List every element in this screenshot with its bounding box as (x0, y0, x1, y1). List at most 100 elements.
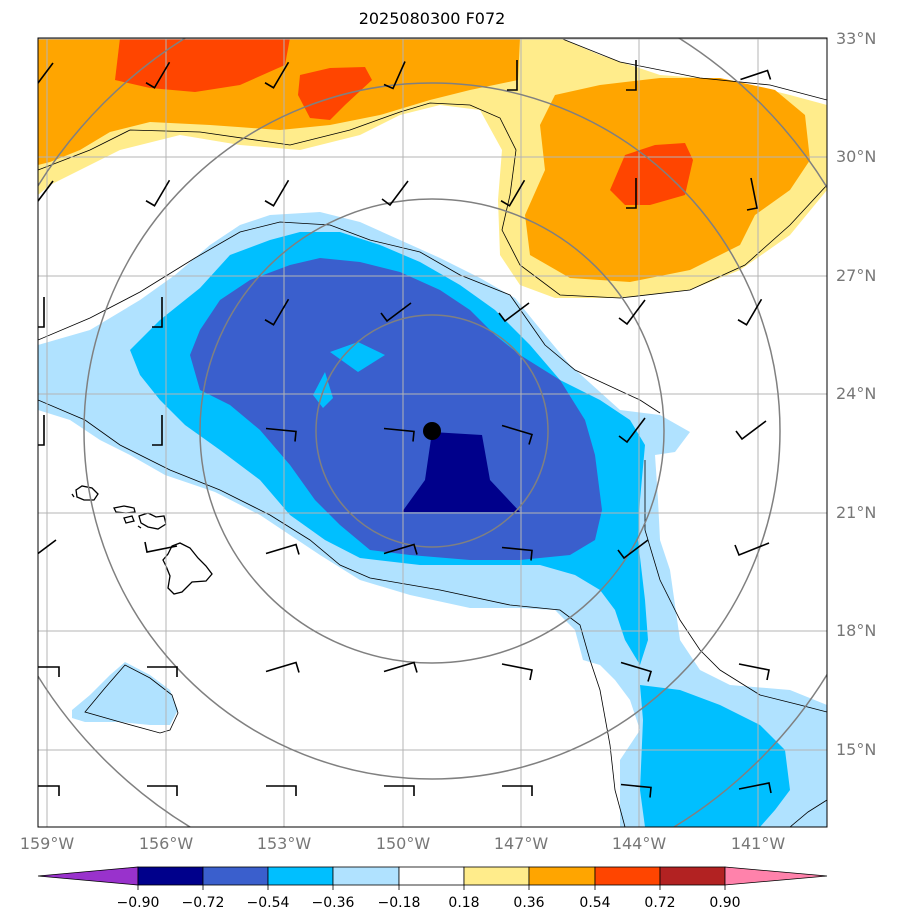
range-ring-2 (199, 198, 665, 664)
lon-label-159w: 159°W (19, 834, 75, 853)
colorbar-bin-3 (267, 866, 334, 886)
wind-barb (380, 302, 412, 323)
lat-label-15n: 15°N (836, 740, 877, 759)
wind-barb (501, 546, 533, 561)
wind-barb (626, 178, 637, 209)
island-niihau (71, 493, 75, 498)
wind-barb (145, 61, 171, 89)
island-hawaii (162, 542, 213, 595)
wind-barb (144, 541, 178, 553)
wind-barb (383, 543, 418, 555)
island-oahu (113, 505, 136, 514)
wind-barbs (38, 60, 772, 798)
colorbar-extend-high (724, 866, 828, 886)
contour-south-east (644, 460, 827, 713)
wind-barb (152, 415, 163, 446)
wind-barb (501, 424, 533, 445)
wind-barb (502, 785, 533, 796)
wind-barb (500, 179, 526, 207)
colorbar-bin-8 (594, 866, 661, 886)
contour-north (38, 102, 827, 299)
map-canvas (38, 38, 827, 827)
colorbar-bin-7 (528, 866, 596, 886)
contour-southwest-patch (84, 664, 179, 734)
wind-barb (383, 61, 406, 90)
wind-barb (265, 661, 300, 673)
wind-barb (740, 69, 772, 81)
colorbar-bin-5 (398, 866, 465, 886)
wind-barb (264, 179, 290, 207)
shade-neg0.90-neg0.72 (402, 432, 520, 512)
contour-southeast-corner (789, 799, 827, 827)
royalblue-region (190, 258, 602, 560)
colorbar-label-10: 0.90 (709, 895, 741, 911)
wind-barb (264, 298, 290, 326)
wind-barb (507, 60, 518, 91)
colorbar-bin-6 (463, 866, 530, 886)
lat-label-21n: 21°N (836, 503, 877, 522)
wind-barb (147, 785, 178, 796)
contour-inner (38, 221, 661, 414)
colorbar-label-2: −0.72 (181, 895, 225, 911)
lon-label-156w: 156°W (138, 834, 194, 853)
lat-label-24n: 24°N (836, 384, 877, 403)
wind-barb (618, 299, 646, 326)
wind-barb (38, 297, 45, 328)
red-region-northwest-2 (298, 67, 372, 120)
lat-label-18n: 18°N (836, 621, 877, 640)
wind-barb (38, 539, 57, 555)
wind-barb (738, 663, 770, 681)
colorbar-extend-low (37, 866, 139, 886)
lat-label-27n: 27°N (836, 266, 877, 285)
wind-barb (501, 663, 533, 681)
wind-barb (734, 542, 770, 557)
lat-label-33n: 33°N (836, 29, 877, 48)
colorbar (37, 866, 828, 890)
island-lanai (137, 525, 142, 529)
lon-label-144w: 144°W (611, 834, 667, 853)
contour-south-west (38, 399, 626, 827)
colorbar-bin-9 (659, 866, 726, 886)
lat-label-30n: 30°N (836, 147, 877, 166)
navy-region (402, 432, 520, 512)
map-frame (37, 37, 828, 828)
wind-barb (626, 60, 637, 91)
wind-barb (620, 783, 652, 798)
wind-barb (498, 302, 530, 323)
red-region-northeast (610, 143, 693, 205)
colorbar-label-8: 0.54 (579, 895, 611, 911)
colorbar-label-6: 0.18 (448, 895, 480, 911)
range-ring-1 (315, 314, 549, 548)
colorbar-label-4: −0.36 (311, 895, 355, 911)
wind-barb (737, 298, 763, 326)
wind-barb (38, 180, 54, 203)
colorbar-label-9: 0.72 (644, 895, 676, 911)
wind-barb (746, 177, 758, 211)
wind-barb (620, 661, 652, 682)
wind-barb (152, 297, 163, 328)
wind-barb (265, 543, 300, 555)
lon-label-150w: 150°W (375, 834, 431, 853)
wind-barb (617, 539, 649, 560)
wind-barb (38, 666, 60, 677)
colorbar-label-7: 0.36 (513, 895, 545, 911)
wind-barb (618, 417, 646, 444)
wind-barb (38, 785, 60, 796)
wind-barb (383, 661, 418, 673)
wind-barb (38, 415, 45, 446)
gridlines (38, 38, 827, 827)
wind-barb (264, 61, 290, 89)
shade-neg0.72-neg0.54 (190, 258, 602, 560)
shade-0.54-0.72 (115, 38, 693, 205)
colorbar-bin-2 (202, 866, 269, 886)
colorbar-label-3: −0.54 (246, 895, 290, 911)
map-title: 2025080300 F072 (358, 9, 506, 28)
contour-lines (38, 38, 827, 827)
red-region-northwest-1 (115, 38, 290, 92)
wind-barb (38, 62, 54, 85)
wind-barb (266, 785, 297, 796)
lightblue-region-southwest (72, 662, 178, 725)
lon-label-141w: 141°W (730, 834, 786, 853)
colorbar-label-5: −0.18 (377, 895, 421, 911)
